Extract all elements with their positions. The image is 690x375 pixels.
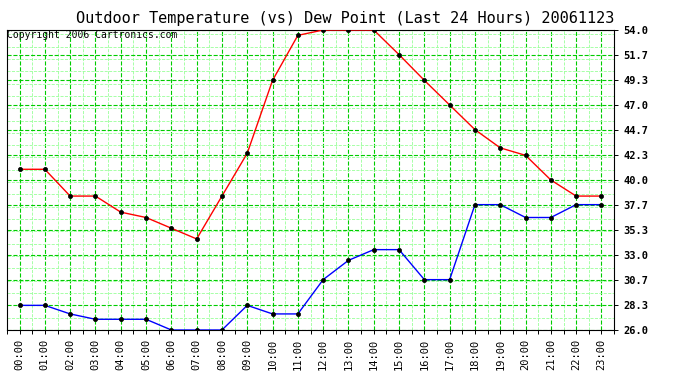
Text: Outdoor Temperature (vs) Dew Point (Last 24 Hours) 20061123: Outdoor Temperature (vs) Dew Point (Last… <box>76 11 614 26</box>
Text: Copyright 2006 Cartronics.com: Copyright 2006 Cartronics.com <box>7 30 177 40</box>
